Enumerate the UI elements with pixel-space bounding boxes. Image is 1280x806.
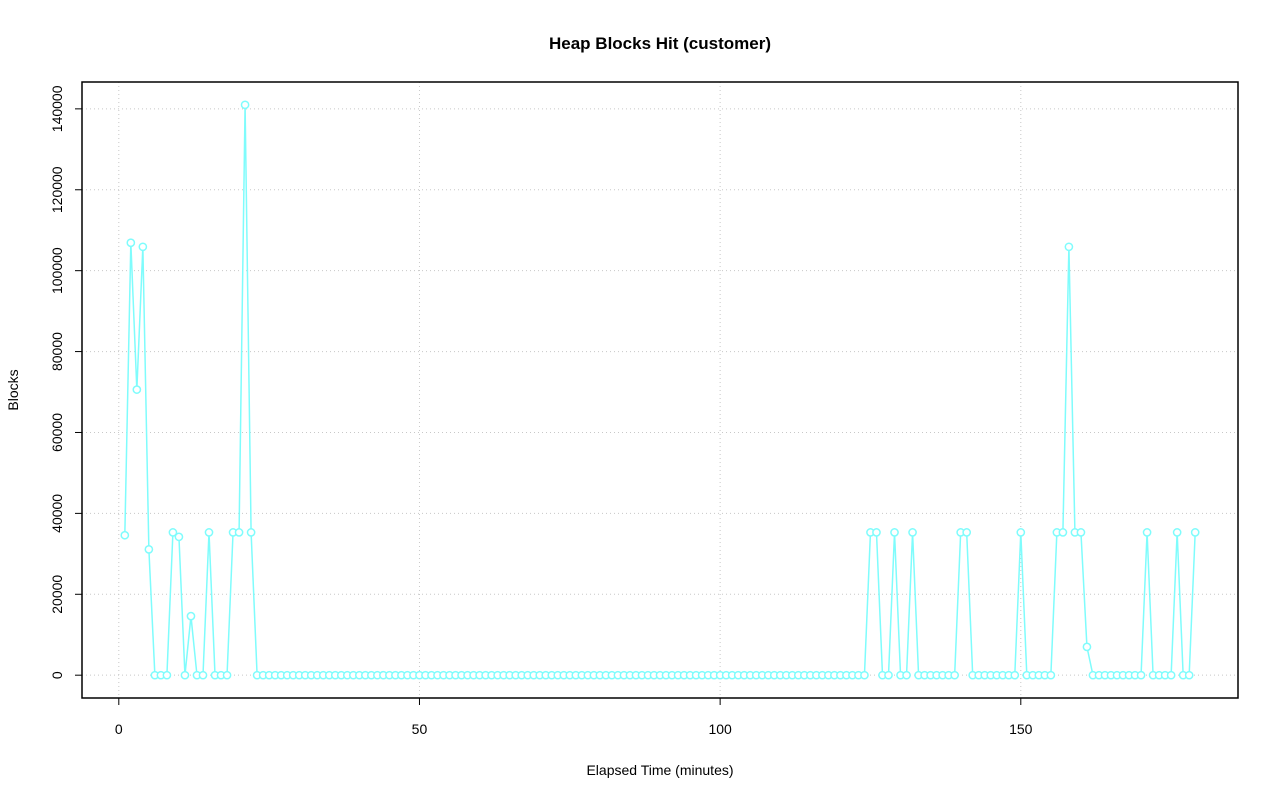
data-point [1016, 528, 1026, 537]
y-axis-label: Blocks [5, 369, 21, 410]
data-point [204, 528, 214, 537]
data-point [950, 670, 960, 680]
data-point [1190, 528, 1200, 537]
data-point [1166, 670, 1176, 680]
data-point [1058, 528, 1068, 537]
data-point [902, 670, 911, 680]
data-point [890, 528, 899, 537]
y-tick-label: 20000 [49, 575, 65, 614]
data-point [144, 545, 154, 554]
data-point [186, 611, 196, 621]
data-point [962, 528, 972, 537]
data-point [246, 528, 256, 537]
y-tick-label: 80000 [49, 332, 65, 371]
data-point [162, 670, 172, 680]
data-point [860, 670, 869, 680]
data-point [1136, 670, 1146, 680]
y-tick-label: 140000 [49, 85, 65, 132]
data-point [1082, 642, 1092, 652]
x-axis-label: Elapsed Time (minutes) [586, 762, 733, 778]
data-point [1010, 670, 1020, 680]
data-point [168, 528, 178, 537]
data-point [174, 532, 184, 542]
chart-title: Heap Blocks Hit (customer) [549, 34, 771, 53]
data-point [138, 242, 148, 252]
x-tick-label: 150 [1009, 721, 1033, 737]
x-tick-label: 0 [115, 721, 123, 737]
data-point [1142, 528, 1152, 537]
plot-frame [81, 81, 1239, 699]
x-tick-label: 100 [708, 721, 732, 737]
data-point [180, 670, 190, 680]
data-point [1172, 528, 1182, 537]
data-point [908, 528, 917, 537]
data-point [1064, 242, 1074, 252]
data-point [1076, 528, 1086, 537]
data-point [872, 528, 881, 537]
x-tick-label: 50 [412, 721, 428, 737]
data-point [884, 670, 893, 680]
data-point [198, 670, 208, 680]
data-point [240, 100, 250, 110]
y-tick-label: 0 [49, 671, 65, 679]
data-point [132, 385, 142, 394]
data-point [120, 530, 130, 540]
data-point [1184, 670, 1194, 680]
data-point [222, 670, 232, 680]
y-tick-label: 100000 [49, 247, 65, 294]
data-point [1046, 670, 1056, 680]
y-tick-label: 120000 [49, 166, 65, 213]
y-tick-label: 40000 [49, 494, 65, 533]
data-point [126, 238, 136, 248]
y-tick-label: 60000 [49, 413, 65, 452]
data-point [234, 528, 244, 537]
